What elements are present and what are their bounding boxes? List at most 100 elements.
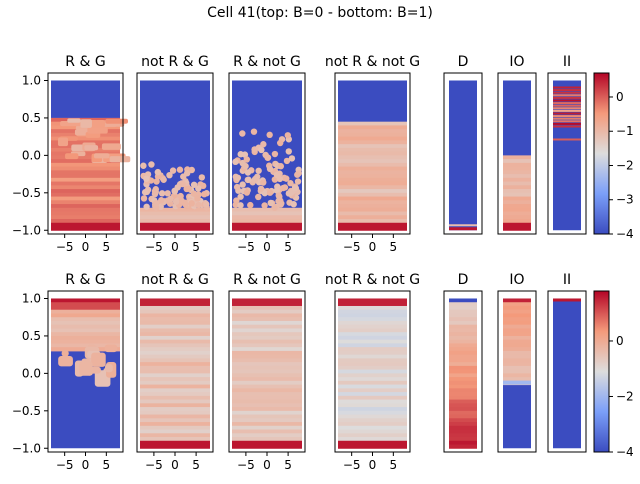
- heatmap-band: [503, 302, 531, 307]
- scatter-point: [251, 176, 258, 184]
- scatter-point: [148, 161, 155, 168]
- heatmap-band: [51, 343, 120, 348]
- heatmap-band: [338, 429, 407, 434]
- heatmap-band: [449, 358, 477, 363]
- heatmap-band: [338, 166, 407, 171]
- scatter-point: [277, 139, 284, 147]
- heatmap-band: [338, 425, 407, 431]
- panel-bottom-1: not R & G −5 0 5: [136, 272, 214, 472]
- heatmap-band: [338, 328, 407, 333]
- x-tick-label: −5: [343, 240, 361, 254]
- heatmap-band: [449, 399, 477, 404]
- scatter-point: [275, 192, 282, 199]
- scatter-point: [242, 162, 249, 170]
- heatmap-band: [503, 185, 531, 190]
- heatmap-band: [449, 418, 477, 423]
- scatter-point: [203, 200, 210, 208]
- heatmap-band: [449, 377, 477, 382]
- scatter-point: [190, 190, 198, 197]
- heatmap-band: [232, 207, 302, 213]
- scatter-point: [261, 189, 269, 197]
- heatmap-band: [338, 362, 407, 367]
- heatmap-band: [232, 354, 302, 359]
- heatmap-band: [338, 204, 407, 209]
- heatmap-band: [51, 226, 120, 231]
- heatmap-band: [51, 159, 120, 164]
- heatmap-band: [338, 395, 407, 401]
- heatmap-band: [338, 437, 407, 442]
- y-tick-label: 0.5: [22, 329, 41, 343]
- heatmap-band: [232, 313, 302, 318]
- heatmap-band: [338, 418, 407, 423]
- heatmap-band: [232, 444, 302, 449]
- heatmap-band: [449, 227, 477, 231]
- scatter-point: [239, 181, 246, 188]
- heatmap-band: [338, 226, 407, 231]
- heatmap-band: [232, 302, 302, 307]
- scatter-point: [143, 203, 150, 210]
- heatmap-band: [553, 86, 581, 89]
- heatmap-band: [503, 320, 531, 326]
- heatmap-band: [449, 410, 477, 416]
- heatmap-band: [553, 138, 581, 141]
- heatmap-band: [232, 320, 302, 326]
- scatter-point: [140, 162, 147, 169]
- heatmap-band: [338, 335, 407, 341]
- heatmap-band: [51, 200, 120, 205]
- heatmap-band: [140, 309, 210, 314]
- panel-title: D: [458, 54, 469, 70]
- heatmap-band: [503, 339, 531, 344]
- heatmap-band: [338, 302, 407, 307]
- scatter-point: [283, 175, 290, 182]
- heatmap-band: [232, 358, 302, 363]
- heatmap-band: [232, 410, 302, 416]
- heatmap-band: [140, 335, 210, 341]
- x-tick-label: 0: [171, 458, 179, 472]
- scatter-point: [195, 201, 202, 209]
- scatter-point: [160, 176, 167, 183]
- y-tick-label: 1.0: [22, 73, 41, 87]
- heatmap-band: [449, 380, 477, 386]
- heatmap-band: [51, 185, 120, 190]
- heatmap-band: [140, 362, 210, 367]
- heatmap-band: [503, 358, 531, 363]
- heatmap-band: [140, 380, 210, 386]
- scatter-point: [243, 156, 251, 163]
- heatmap-band: [449, 395, 477, 401]
- heatmap-patch: [58, 356, 73, 367]
- heatmap-band: [140, 429, 210, 434]
- heatmap-band: [51, 155, 120, 160]
- heatmap-band: [232, 369, 302, 374]
- panel-title: not R & G: [141, 54, 209, 70]
- y-tick-label: 0.0: [22, 366, 41, 380]
- heatmap-band: [338, 215, 407, 220]
- heatmap-band: [449, 369, 477, 374]
- x-tick-label: 0: [369, 458, 377, 472]
- y-tick-label: 1.0: [22, 291, 41, 305]
- heatmap-band: [51, 328, 120, 333]
- heatmap-band: [140, 222, 210, 228]
- heatmap-band: [503, 159, 531, 164]
- x-tick-label: 5: [390, 458, 398, 472]
- heatmap-band: [232, 395, 302, 401]
- heatmap-band: [338, 320, 407, 326]
- scatter-point: [176, 166, 184, 173]
- scatter-point: [194, 195, 201, 202]
- heatmap-patch: [79, 361, 93, 376]
- heatmap-band: [140, 219, 210, 224]
- heatmap-band: [449, 388, 477, 393]
- axes-frame: [443, 290, 483, 453]
- heatmap-band: [503, 373, 531, 378]
- heatmap-band: [51, 313, 120, 318]
- x-tick-label: −5: [343, 458, 361, 472]
- heatmap-band: [338, 125, 407, 130]
- heatmap-band: [140, 302, 210, 307]
- x-tick-label: 0: [263, 240, 271, 254]
- heatmap-band: [232, 373, 302, 378]
- heatmap-band: [338, 444, 407, 449]
- panel-title: II: [563, 54, 571, 70]
- heatmap-band: [51, 332, 120, 337]
- panel-top-6: II: [547, 54, 587, 235]
- heatmap-band: [449, 335, 477, 341]
- scatter-point: [200, 182, 207, 190]
